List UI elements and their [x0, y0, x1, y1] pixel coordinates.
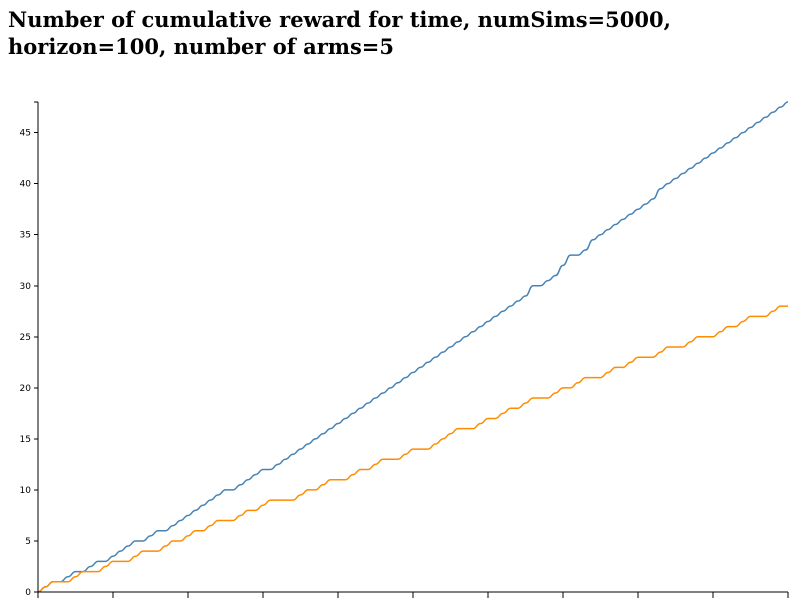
y-tick-label: 30 — [20, 282, 32, 292]
y-tick-label: 15 — [20, 435, 31, 445]
y-tick-label: 40 — [20, 180, 32, 190]
series-line-1 — [37, 101, 789, 593]
y-tick-label: 25 — [20, 333, 31, 343]
chart-title: Number of cumulative reward for time, nu… — [8, 7, 671, 59]
y-tick-label: 0 — [25, 588, 31, 598]
y-tick-label: 20 — [20, 384, 32, 394]
y-tick-label: 35 — [20, 231, 31, 241]
y-tick-label: 5 — [25, 537, 31, 547]
y-tick-label: 45 — [20, 129, 31, 139]
y-tick-label: 10 — [20, 486, 32, 496]
series-layer — [37, 101, 789, 593]
axis-layer: 0 5 10 15 20 25 30 35 40 45 — [20, 101, 789, 598]
series-line-2 — [37, 305, 789, 593]
